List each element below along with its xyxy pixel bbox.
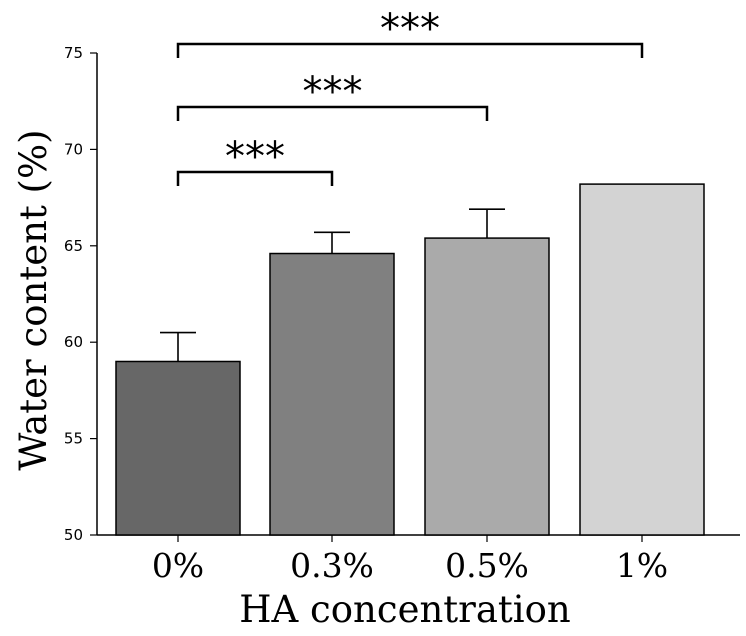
bar-0_5pct	[424, 237, 550, 536]
y-axis-title: Water content (%)	[12, 129, 55, 470]
y-tick-label: 55	[64, 430, 83, 448]
chart-marks: 50 55 60 65 70 75 0% 0.3% 0.5% 1% *** *** ***	[64, 6, 705, 585]
x-tick-label: 1%	[616, 546, 668, 585]
significance-label: ***	[225, 134, 285, 180]
significance-bracket	[176, 170, 334, 186]
x-tick-label: 0%	[152, 546, 204, 585]
bar-0_3pct	[269, 252, 395, 536]
significance-bracket	[176, 105, 489, 121]
y-tick-label: 65	[64, 237, 83, 255]
significance-label: ***	[380, 6, 440, 52]
x-axis-title: HA concentration	[239, 588, 570, 631]
y-tick-label: 70	[64, 140, 83, 158]
significance-bracket	[176, 42, 644, 58]
x-tick-label: 0.5%	[445, 546, 529, 585]
y-tick-label: 75	[64, 44, 83, 62]
bar-0pct	[115, 360, 241, 536]
y-tick-label: 50	[64, 526, 83, 544]
y-tick-label: 60	[64, 333, 83, 351]
x-tick-label: 0.3%	[290, 546, 374, 585]
significance-label: ***	[303, 69, 363, 115]
bar-1pct	[579, 183, 705, 536]
